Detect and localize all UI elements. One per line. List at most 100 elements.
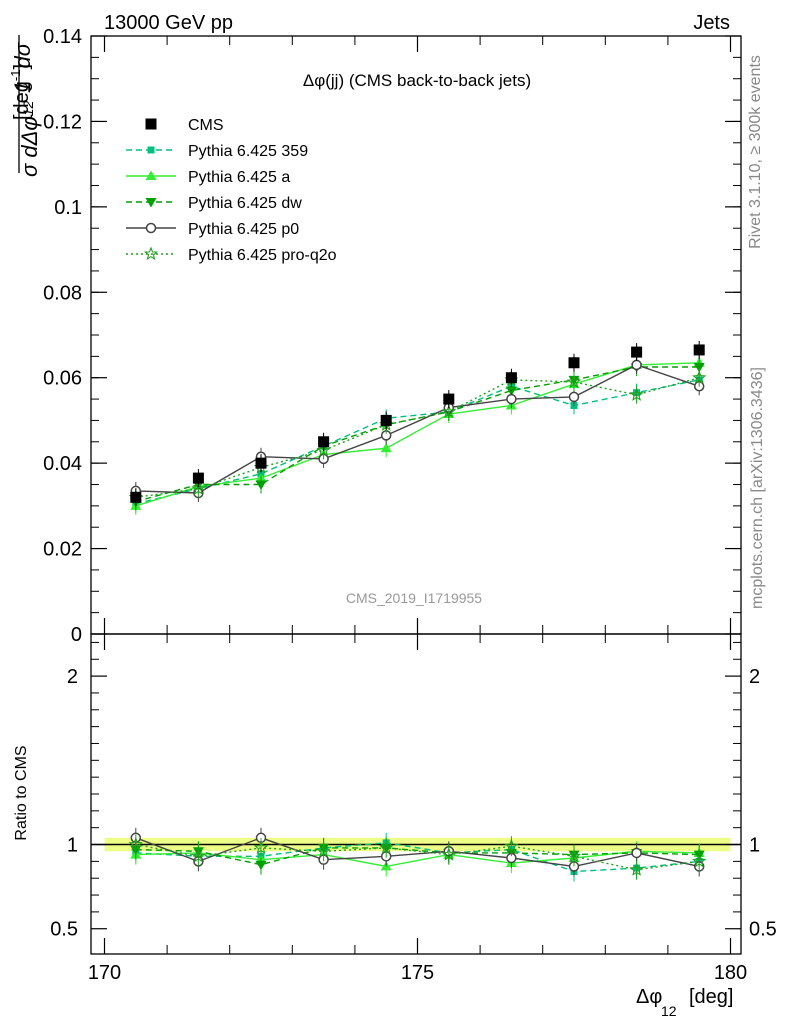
legend-entry-p359: Pythia 6.425 359 — [126, 143, 308, 160]
data-point-ppro — [191, 481, 206, 495]
mcplots-label: mcplots.cern.ch [arXiv:1306.3436] — [749, 367, 766, 609]
legend-label-p359: Pythia 6.425 359 — [188, 143, 308, 160]
ratio-tick-label: 1 — [67, 835, 78, 857]
data-point-pa — [380, 442, 392, 453]
x-tick-label: 170 — [88, 962, 121, 984]
ratio-y-label: Ratio to CMS — [13, 745, 30, 840]
y-tick-label: 0 — [71, 624, 82, 646]
data-point-cms — [631, 346, 643, 358]
legend-entry-pdw: Pythia 6.425 dw — [126, 195, 302, 212]
ratio-point-ppro — [692, 853, 707, 868]
series-line-ppro — [135, 377, 700, 498]
legend-label-ppro: Pythia 6.425 pro-q2o — [188, 247, 337, 264]
legend-label-pp0: Pythia 6.425 p0 — [188, 221, 299, 238]
ratio-series — [128, 827, 707, 882]
y-tick-label: 0.06 — [43, 368, 82, 390]
main-axis-ticks: 0 0.02 0.04 0.06 0.08 0.1 0.12 0.14 — [43, 26, 741, 646]
x-tick-label: 180 — [714, 962, 747, 984]
y-label-fraction-top: 1 dσ — [10, 42, 35, 93]
data-point-cms — [505, 372, 517, 384]
legend-entry-pp0: Pythia 6.425 p0 — [126, 221, 299, 238]
header-left: 13000 GeV pp — [104, 12, 233, 34]
series-p359 — [132, 370, 703, 513]
series-pp0 — [130, 355, 705, 503]
ratio-tick-label-right: 0.5 — [749, 919, 777, 941]
ratio-point-ppro — [128, 836, 143, 851]
data-point-cms — [255, 457, 267, 469]
ratio-tick-label: 0.5 — [50, 919, 78, 941]
data-point-cms — [693, 344, 705, 356]
ratio-point-ppro — [441, 847, 456, 861]
ratio-plot-frame — [90, 633, 742, 955]
series-line-pdw — [135, 366, 700, 503]
ratio-point-ppro — [253, 840, 269, 854]
series-ppro — [128, 368, 707, 507]
ratio-tick-label-right: 2 — [749, 666, 760, 688]
ratio-point-ppro — [504, 838, 519, 853]
legend-entry-cms: CMS — [145, 117, 224, 134]
ratio-point-ppro — [566, 848, 582, 863]
y-tick-label: 0.02 — [43, 539, 82, 561]
ratio-axis-ticks: 0.5 0.5 1 1 2 2 — [50, 641, 777, 941]
legend-marker-pp0 — [145, 222, 157, 234]
x-tick-label: 175 — [401, 962, 434, 984]
series-line-p359 — [135, 379, 700, 505]
ratio-tick-label-right: 1 — [749, 835, 760, 857]
y-tick-label: 0.12 — [43, 111, 82, 133]
legend-marker-pa — [145, 170, 157, 180]
data-point-pp0 — [506, 393, 517, 405]
ratio-line-pa — [135, 850, 700, 868]
legend-marker-pdw — [145, 198, 157, 208]
data-point-pdw — [255, 480, 267, 490]
y-tick-label: 0.04 — [43, 453, 82, 475]
ratio-series-ppro — [128, 834, 707, 880]
ratio-line-pp0 — [135, 837, 700, 868]
data-point-ppro — [441, 404, 456, 418]
data-point-pdw — [693, 363, 705, 373]
rivet-label: Rivet 3.1.10, ≥ 300k events — [747, 55, 764, 249]
ratio-point-pdw — [255, 860, 267, 871]
data-point-cms — [568, 357, 580, 369]
ratio-point-ppro — [379, 840, 394, 854]
legend-entry-pa: Pythia 6.425 a — [126, 169, 290, 186]
main-series — [128, 340, 707, 515]
y-axis-label: 1/σ dσ/dΔφ_12 [deg^-1] 1 dσ σ dΔφ12 [deg… — [8, 35, 42, 177]
data-point-ppro — [629, 387, 644, 401]
ratio-point-ppro — [191, 848, 206, 863]
x-axis-label: Δφ 12 [deg] — [636, 986, 733, 1019]
x-label-sub: 12 — [661, 1003, 677, 1019]
y-tick-label: 0.14 — [43, 26, 82, 48]
x-axis-ticks: 170 175 180 — [88, 36, 747, 984]
series-pa — [130, 353, 705, 515]
data-point-pp0 — [631, 359, 642, 371]
y-tick-label: 0.1 — [54, 197, 82, 219]
legend-label-pdw: Pythia 6.425 dw — [188, 195, 302, 212]
series-pdw — [130, 358, 705, 511]
legend: CMS Pythia 6.425 359 Pythia 6.425 a Pythia … — [126, 117, 337, 264]
ratio-tick-label: 2 — [67, 666, 78, 688]
ratio-point-pp0 — [631, 847, 642, 859]
data-point-ppro — [692, 370, 707, 384]
data-point-cms — [443, 393, 455, 405]
data-point-cms — [192, 472, 204, 484]
plot-title: Δφ(jj) (CMS back-to-back jets) — [303, 71, 531, 90]
legend-label-cms: CMS — [188, 117, 224, 134]
ratio-point-ppro — [629, 862, 644, 876]
series-line-pp0 — [135, 364, 700, 494]
legend-label-pa: Pythia 6.425 a — [188, 169, 290, 186]
ratio-point-ppro — [316, 843, 331, 858]
legend-marker-cms — [145, 118, 157, 130]
watermark: CMS_2019_I1719955 — [346, 590, 482, 606]
ratio-band — [91, 837, 741, 852]
legend-entry-ppro: Pythia 6.425 pro-q2o — [126, 246, 337, 264]
data-point-ppro — [316, 442, 331, 457]
series-line-pa — [135, 362, 700, 507]
data-point-pp0 — [568, 391, 580, 403]
legend-marker-p359 — [147, 146, 155, 154]
data-point-cms — [380, 414, 392, 426]
legend-marker-ppro — [143, 246, 159, 261]
ratio-line-ppro — [135, 843, 700, 871]
data-point-cms — [130, 491, 142, 503]
ratio-series-pp0 — [130, 827, 705, 877]
